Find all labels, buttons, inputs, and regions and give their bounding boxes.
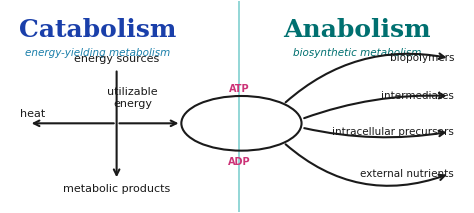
FancyArrowPatch shape: [286, 144, 445, 186]
Text: ADP: ADP: [228, 157, 250, 167]
Text: energy sources: energy sources: [74, 55, 159, 65]
Text: intermediates: intermediates: [381, 91, 454, 101]
FancyArrowPatch shape: [304, 128, 445, 137]
Text: energy-yielding metabolism: energy-yielding metabolism: [26, 48, 171, 58]
Text: Anabolism: Anabolism: [283, 18, 431, 42]
Text: external nutrients: external nutrients: [360, 169, 454, 179]
FancyArrowPatch shape: [304, 93, 445, 118]
Text: heat: heat: [19, 109, 45, 119]
Text: biopolymers: biopolymers: [390, 53, 454, 63]
Text: utilizable
energy: utilizable energy: [108, 87, 158, 109]
Text: biosynthetic metabolism: biosynthetic metabolism: [293, 48, 421, 58]
Text: intracellular precursors: intracellular precursors: [332, 127, 454, 137]
Text: metabolic products: metabolic products: [63, 184, 170, 194]
Text: Catabolism: Catabolism: [19, 18, 177, 42]
FancyArrowPatch shape: [286, 53, 445, 102]
Text: ATP: ATP: [229, 84, 249, 94]
